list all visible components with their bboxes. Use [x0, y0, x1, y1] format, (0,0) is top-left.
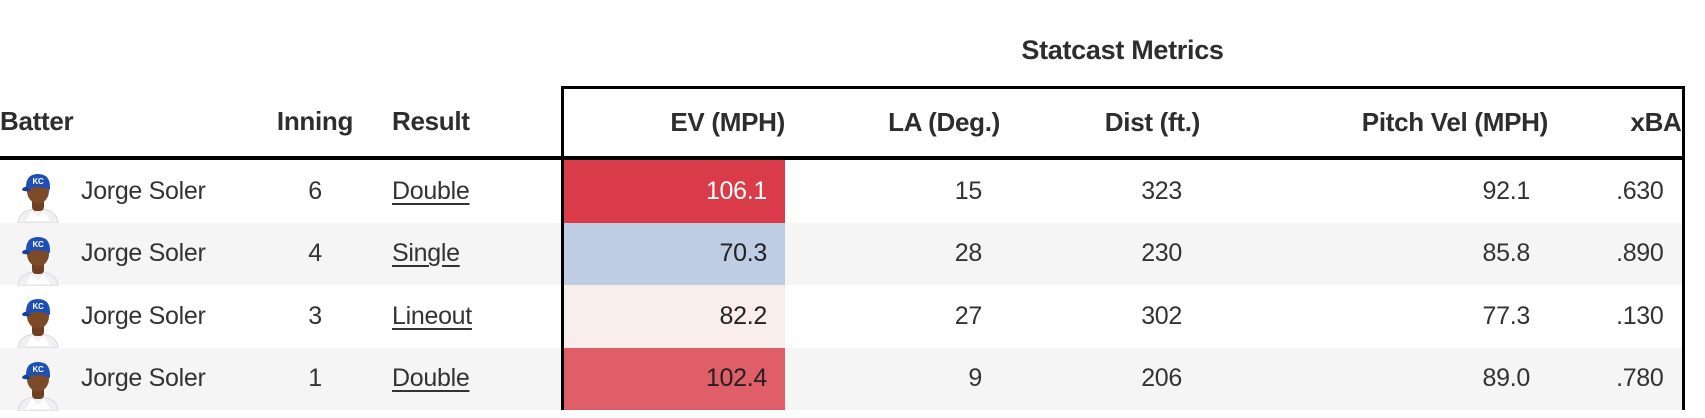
svg-text:KC: KC	[33, 240, 44, 249]
batter-name: Jorge Soler	[81, 239, 206, 268]
table-row: KC Jorge Soler 3 Lineout 82.2 27 302 77.…	[0, 285, 1685, 349]
dist-cell: 323	[1141, 176, 1182, 205]
result-cell: Single	[390, 223, 562, 286]
inning-cell: 3	[308, 301, 322, 330]
batter-name: Jorge Soler	[81, 301, 206, 330]
batter-name: Jorge Soler	[81, 176, 206, 205]
player-headshot-icon: KC	[17, 236, 59, 286]
statcast-metrics-title: Statcast Metrics	[1021, 34, 1224, 65]
ev-cell: 106.1	[560, 158, 785, 223]
svg-text:KC: KC	[33, 177, 44, 186]
pitch-vel-cell: 85.8	[1482, 239, 1531, 268]
player-headshot-icon: KC	[17, 361, 59, 411]
inning-cell: 6	[308, 176, 322, 205]
dist-cell: 206	[1141, 364, 1182, 393]
la-cell: 28	[954, 239, 983, 268]
la-cell: 15	[954, 176, 983, 205]
table-header-row: Batter Inning Result EV (MPH) LA (Deg.) …	[0, 86, 1685, 160]
la-cell: 27	[954, 301, 983, 330]
column-header-la: LA (Deg.)	[785, 86, 1000, 160]
ev-cell: 70.3	[560, 222, 785, 285]
dist-cell: 230	[1141, 239, 1182, 268]
result-link[interactable]: Single	[392, 239, 460, 268]
column-header-dist: Dist (ft.)	[1000, 86, 1200, 160]
result-link[interactable]: Double	[392, 364, 470, 393]
table-body: KC Jorge Soler 6 Double 106.1 15 323 92.…	[0, 158, 1685, 411]
table-row: KC Jorge Soler 1 Double 102.4 9 206 89.0…	[0, 347, 1685, 411]
pitch-vel-cell: 77.3	[1482, 301, 1531, 330]
la-cell: 9	[968, 364, 982, 393]
result-cell: Double	[390, 348, 562, 411]
table-title-row: Statcast Metrics	[0, 0, 1683, 88]
result-cell: Double	[390, 158, 562, 223]
column-header-inning: Inning	[240, 87, 390, 160]
svg-text:KC: KC	[33, 365, 44, 374]
column-header-result: Result	[390, 87, 562, 160]
batter-cell: KC Jorge Soler	[0, 223, 240, 286]
ev-cell: 82.2	[560, 285, 785, 348]
xba-cell: .130	[1548, 285, 1685, 348]
result-link[interactable]: Double	[392, 176, 470, 205]
batter-cell: KC Jorge Soler	[0, 158, 240, 224]
svg-text:KC: KC	[33, 302, 44, 311]
pitch-vel-cell: 89.0	[1482, 364, 1531, 393]
player-headshot-icon: KC	[17, 174, 59, 224]
xba-cell: .630	[1548, 158, 1685, 223]
column-header-ev: EV (MPH)	[560, 86, 785, 160]
table-row: KC Jorge Soler 6 Double 106.1 15 323 92.…	[0, 158, 1685, 224]
statcast-table: Statcast Metrics Batter Inning Result EV…	[0, 0, 1685, 411]
column-header-batter: Batter	[0, 87, 240, 160]
ev-cell: 102.4	[560, 347, 785, 410]
dist-cell: 302	[1141, 301, 1182, 330]
player-headshot-icon: KC	[17, 299, 59, 349]
column-header-pitch-vel: Pitch Vel (MPH)	[1200, 86, 1548, 160]
column-header-xba: xBA	[1548, 86, 1685, 160]
batter-cell: KC Jorge Soler	[0, 348, 240, 411]
title-spacer	[0, 0, 562, 88]
xba-cell: .780	[1548, 347, 1685, 410]
inning-cell: 1	[308, 364, 322, 393]
batter-name: Jorge Soler	[81, 364, 206, 393]
batter-cell: KC Jorge Soler	[0, 285, 240, 349]
pitch-vel-cell: 92.1	[1482, 176, 1531, 205]
result-link[interactable]: Lineout	[392, 301, 472, 330]
table-row: KC Jorge Soler 4 Single 70.3 28 230 85.8…	[0, 222, 1685, 286]
result-cell: Lineout	[390, 285, 562, 348]
xba-cell: .890	[1548, 222, 1685, 285]
inning-cell: 4	[308, 239, 322, 268]
